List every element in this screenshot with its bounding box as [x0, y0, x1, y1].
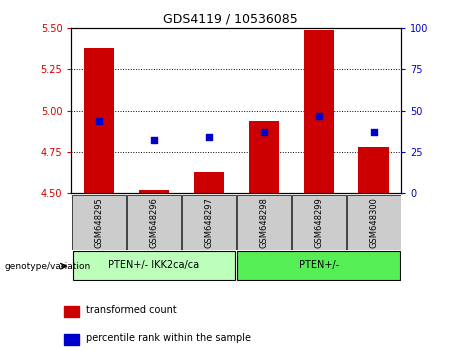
- Bar: [64, 334, 79, 345]
- Bar: [72, 251, 235, 280]
- Bar: [139, 190, 169, 193]
- Point: [150, 137, 158, 143]
- Text: transformed count: transformed count: [86, 304, 177, 315]
- Point: [260, 129, 267, 135]
- Bar: [72, 195, 126, 250]
- Bar: [127, 195, 181, 250]
- Bar: [248, 120, 279, 193]
- Bar: [237, 251, 400, 280]
- Point: [315, 113, 322, 118]
- Bar: [292, 195, 346, 250]
- Bar: [237, 195, 290, 250]
- Text: GSM648299: GSM648299: [314, 197, 323, 247]
- Text: PTEN+/- IKK2ca/ca: PTEN+/- IKK2ca/ca: [108, 260, 200, 270]
- Text: GSM648296: GSM648296: [149, 197, 159, 247]
- Bar: [84, 48, 114, 193]
- Bar: [359, 147, 389, 193]
- Point: [95, 118, 103, 123]
- Text: PTEN+/-: PTEN+/-: [299, 260, 339, 270]
- Text: genotype/variation: genotype/variation: [5, 262, 91, 271]
- Point: [370, 129, 377, 135]
- Bar: [64, 306, 79, 316]
- Bar: [347, 195, 401, 250]
- Bar: [194, 172, 224, 193]
- Text: percentile rank within the sample: percentile rank within the sample: [86, 333, 251, 343]
- Text: GSM648297: GSM648297: [204, 197, 213, 247]
- Text: GSM648295: GSM648295: [95, 197, 103, 247]
- Text: GSM648300: GSM648300: [369, 197, 378, 247]
- Text: GSM648298: GSM648298: [259, 197, 268, 247]
- Bar: [303, 30, 334, 193]
- Point: [205, 134, 213, 140]
- Bar: [182, 195, 236, 250]
- Text: GDS4119 / 10536085: GDS4119 / 10536085: [163, 12, 298, 25]
